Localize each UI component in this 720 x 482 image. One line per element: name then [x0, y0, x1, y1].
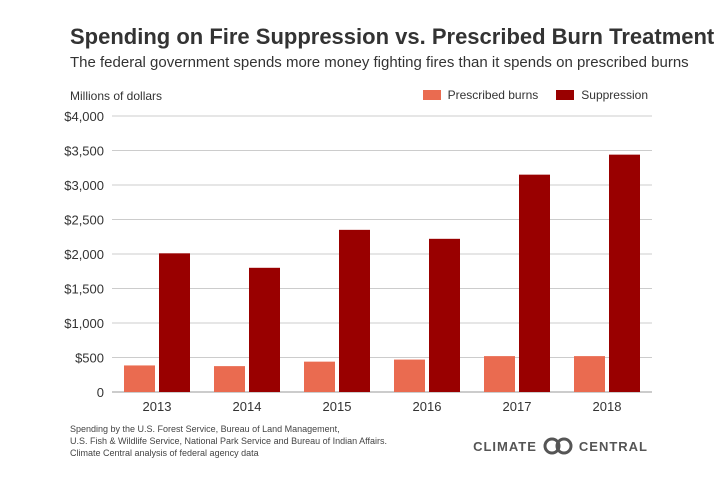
bar-suppression	[339, 229, 370, 392]
source-footnote: Spending by the U.S. Forest Service, Bur…	[70, 423, 400, 459]
legend-swatch-suppression	[556, 90, 575, 100]
y-tick-label: $3,000	[64, 178, 104, 193]
legend-label-suppression: Suppression	[581, 88, 648, 102]
bar-prescribed-burns	[124, 365, 155, 392]
logo-text-left: CLIMATE	[473, 438, 537, 454]
legend-item-prescribed: Prescribed burns	[422, 88, 539, 102]
y-tick-label: $1,500	[64, 282, 104, 297]
x-tick-label: 2013	[143, 399, 172, 414]
bar-prescribed-burns	[304, 361, 335, 392]
y-axis-label: Millions of dollars	[70, 89, 163, 103]
y-tick-label: $2,500	[64, 213, 104, 228]
climate-central-logo: CLIMATE CENTRAL	[473, 437, 648, 455]
chart-title: Spending on Fire Suppression vs. Prescri…	[70, 24, 715, 49]
x-tick-label: 2016	[413, 399, 442, 414]
footnote-line: Climate Central analysis of federal agen…	[70, 448, 259, 458]
bar-prescribed-burns	[574, 356, 605, 392]
footnote-line: Spending by the U.S. Forest Service, Bur…	[70, 424, 340, 434]
bar-suppression	[429, 238, 460, 392]
bar-suppression	[249, 267, 280, 392]
y-tick-label: 0	[97, 385, 104, 400]
legend-label-prescribed: Prescribed burns	[447, 88, 539, 102]
y-tick-label: $1,000	[64, 316, 104, 331]
x-tick-label: 2015	[323, 399, 352, 414]
bar-suppression	[609, 154, 640, 392]
footnote-line: U.S. Fish & Wildlife Service, National P…	[70, 436, 387, 446]
linked-circles-logo-icon	[543, 437, 573, 455]
x-tick-label: 2017	[503, 399, 532, 414]
y-tick-label: $500	[75, 351, 104, 366]
legend-item-suppression: Suppression	[556, 88, 648, 102]
y-tick-label: $3,500	[64, 144, 104, 159]
legend-swatch-prescribed	[422, 90, 441, 100]
bar-prescribed-burns	[394, 359, 425, 392]
y-tick-label: $2,000	[64, 247, 104, 262]
bar-prescribed-burns	[484, 356, 515, 392]
chart-subtitle: The federal government spends more money…	[70, 54, 689, 71]
x-tick-label: 2014	[233, 399, 262, 414]
x-tick-label: 2018	[593, 399, 622, 414]
legend: Prescribed burns Suppression	[405, 88, 648, 102]
bar-prescribed-burns	[214, 366, 245, 392]
logo-text-right: CENTRAL	[578, 438, 648, 454]
y-tick-label: $4,000	[64, 109, 104, 124]
bar-suppression	[159, 253, 190, 392]
bar-suppression	[519, 174, 550, 392]
